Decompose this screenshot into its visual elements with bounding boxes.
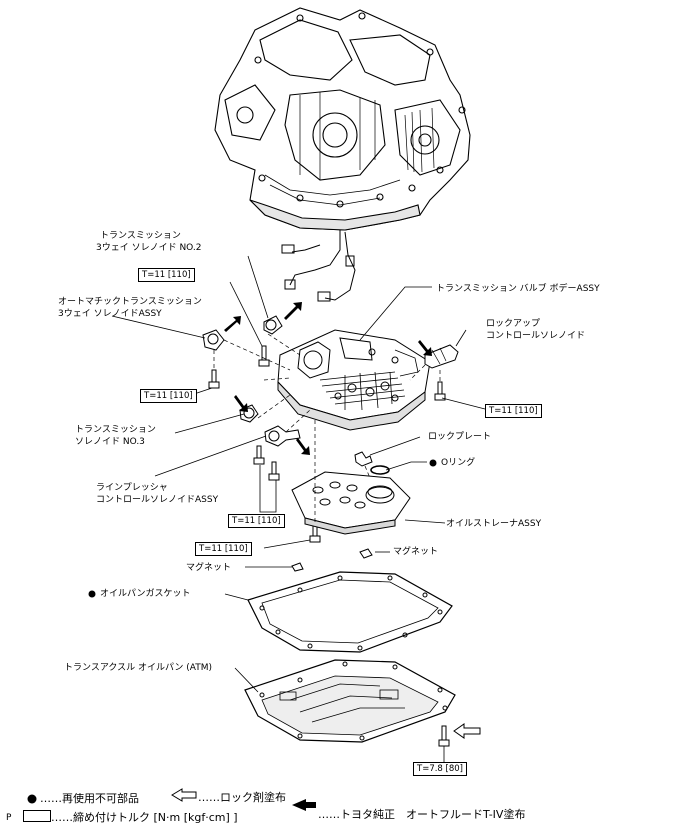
label-o-ring: Oリング bbox=[441, 458, 476, 468]
fluid-arrow-icon bbox=[284, 302, 302, 320]
legend-fluid: ……トヨタ純正 オートフルードT-IV塗布 bbox=[318, 808, 526, 821]
valve-body bbox=[277, 329, 431, 431]
fluid-arrow-icon bbox=[292, 799, 316, 811]
label-magnet-right: マグネット bbox=[393, 547, 439, 557]
label-auto-trans-line2: 3ウェイ ソレノイドASSY bbox=[58, 309, 162, 319]
label-line-pressure-line1: ラインプレッシャ bbox=[96, 483, 168, 493]
fluid-arrow-icon bbox=[224, 316, 241, 332]
bolts bbox=[208, 345, 450, 747]
label-lock-plate: ロックプレート bbox=[428, 432, 492, 442]
legend-non-reusable: ……再使用不可部品 bbox=[40, 792, 139, 805]
torque-box-symbol bbox=[23, 810, 51, 822]
three-way-solenoid-assy bbox=[202, 329, 225, 351]
magnet-right bbox=[359, 548, 373, 559]
label-magnet-left: マグネット bbox=[186, 563, 232, 573]
oil-pan-gasket bbox=[247, 571, 453, 653]
lock-agent-arrow-icon bbox=[453, 723, 481, 739]
torque-box-5: T=11 [110] bbox=[195, 542, 252, 556]
legend-lock-agent: ……ロック剤塗布 bbox=[198, 791, 286, 804]
label-gasket: オイルパンガスケット bbox=[100, 589, 191, 599]
fluid-arrow-icon bbox=[296, 438, 310, 455]
alignment-lines bbox=[213, 333, 441, 524]
fluid-arrow-icon bbox=[234, 395, 248, 412]
line-pressure-solenoid bbox=[264, 425, 301, 447]
non-reusable-bullet-icon bbox=[429, 459, 437, 467]
label-solenoid-no3-line1: トランスミッション bbox=[75, 425, 156, 435]
torque-box-4: T=11 [110] bbox=[228, 514, 285, 528]
lock-plate bbox=[354, 451, 373, 467]
page-marker: P bbox=[6, 813, 12, 823]
label-lockup-line2: コントロールソレノイド bbox=[486, 331, 586, 341]
solenoid-no2 bbox=[263, 315, 283, 335]
legend-torque-text: ……締め付けトルク [N·m [kgf·cm] ] bbox=[51, 811, 238, 824]
non-reusable-bullet-icon bbox=[27, 794, 37, 804]
label-solenoid-no2-line2: 3ウェイ ソレノイド NO.2 bbox=[96, 243, 202, 253]
label-line-pressure-line2: コントロールソレノイドASSY bbox=[96, 495, 219, 505]
fluid-arrows bbox=[224, 302, 432, 811]
label-solenoid-no3-line2: ソレノイド NO.3 bbox=[75, 437, 145, 447]
label-valve-body: トランスミッション バルブ ボデーASSY bbox=[436, 284, 600, 294]
label-oil-pan: トランスアクスル オイルパン (ATM) bbox=[64, 663, 213, 673]
torque-box-1: T=11 [110] bbox=[138, 268, 195, 282]
label-strainer: オイルストレーナASSY bbox=[446, 519, 542, 529]
lockup-solenoid bbox=[424, 344, 459, 369]
o-ring bbox=[370, 465, 390, 475]
torque-box-6: T=7.8 [80] bbox=[413, 762, 467, 776]
fluid-arrow-icon bbox=[418, 340, 432, 356]
lock-agent-arrow-icon bbox=[171, 788, 197, 802]
transaxle-housing bbox=[214, 7, 471, 231]
transaxle-oil-pan bbox=[244, 659, 456, 743]
leader-lines bbox=[111, 255, 486, 762]
label-auto-trans-line1: オートマチックトランスミッション bbox=[58, 297, 202, 307]
label-lockup-line1: ロックアップ bbox=[486, 319, 541, 329]
wire-harness bbox=[281, 230, 356, 302]
magnet-left bbox=[291, 562, 304, 572]
label-solenoid-no2-line1: トランスミッション bbox=[100, 231, 181, 241]
non-reusable-bullet-icon bbox=[88, 590, 96, 598]
torque-box-2: T=11 [110] bbox=[140, 389, 197, 403]
legend-torque: ……締め付けトルク [N·m [kgf·cm] ] bbox=[23, 810, 238, 825]
oil-strainer bbox=[291, 471, 411, 535]
torque-box-3: T=11 [110] bbox=[485, 404, 542, 418]
